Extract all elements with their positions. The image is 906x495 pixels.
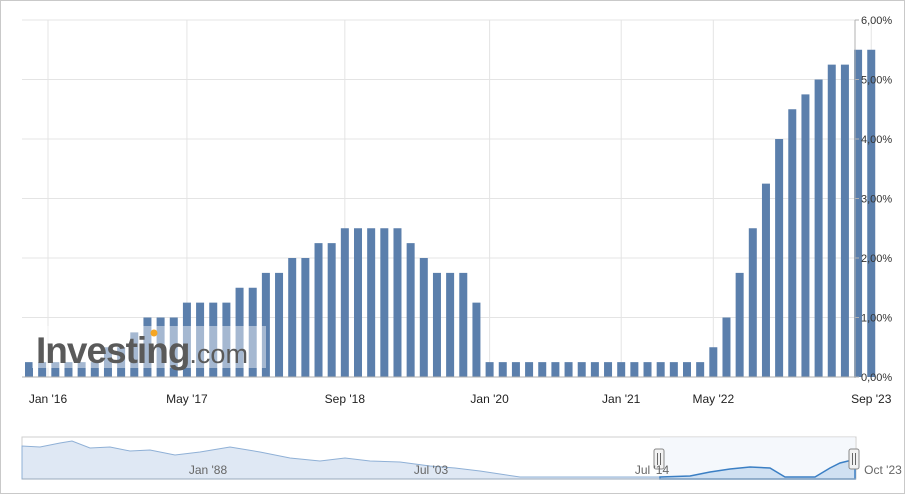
y-tick-label: 5,00%	[861, 75, 892, 87]
bar[interactable]	[209, 302, 218, 378]
bar[interactable]	[393, 228, 402, 377]
y-tick-label: 2,00%	[861, 253, 892, 265]
navigator-label-1: Jul '03	[414, 463, 449, 477]
bar[interactable]	[288, 258, 297, 377]
bar[interactable]	[511, 362, 520, 378]
x-tick-label: Jan '20	[470, 392, 509, 406]
logo-backdrop	[32, 326, 266, 368]
bar[interactable]	[90, 362, 99, 378]
x-tick-label: May '17	[166, 392, 208, 406]
x-tick-label: May '22	[692, 392, 734, 406]
bar[interactable]	[406, 243, 415, 378]
bar[interactable]	[182, 302, 191, 378]
bar[interactable]	[64, 362, 73, 378]
bar[interactable]	[840, 64, 849, 378]
bar[interactable]	[222, 302, 231, 378]
bar[interactable]	[643, 362, 652, 378]
bar[interactable]	[538, 362, 547, 378]
bar[interactable]	[459, 272, 468, 378]
navigator-label-2: Jul '14	[635, 463, 670, 477]
y-tick-label: 4,00%	[861, 134, 892, 146]
bar[interactable]	[248, 287, 257, 377]
bar[interactable]	[130, 332, 139, 378]
bar[interactable]	[354, 228, 362, 377]
bar[interactable]	[485, 362, 494, 378]
bar[interactable]	[472, 302, 481, 378]
time-navigator[interactable]: Jan '88 Jul '03 Jul '14 Oct '23	[21, 436, 902, 480]
bar[interactable]	[696, 362, 705, 378]
bar[interactable]	[630, 362, 639, 378]
bar[interactable]	[525, 362, 534, 378]
bar[interactable]	[801, 94, 810, 378]
y-tick-label: 6,00%	[861, 15, 892, 27]
bar[interactable]	[301, 258, 310, 377]
navigator-right-handle[interactable]	[848, 448, 860, 470]
x-tick-label: Jan '16	[29, 392, 68, 406]
navigator-left-handle[interactable]	[653, 448, 665, 470]
bar[interactable]	[617, 362, 626, 378]
bar[interactable]	[367, 228, 376, 377]
navigator-label-0: Jan '88	[189, 463, 228, 477]
x-tick-label: Sep '23	[851, 392, 892, 406]
bar[interactable]	[103, 347, 112, 377]
y-axis-ticks: 0,00% 1,00% 2,00% 3,00% 4,00% 5,00% 6,00%	[855, 15, 892, 384]
bar[interactable]	[669, 362, 678, 378]
navigator-history-area	[21, 440, 661, 480]
bar[interactable]	[735, 272, 744, 378]
y-tick-label: 3,00%	[861, 194, 892, 206]
bar[interactable]	[683, 362, 691, 378]
y-tick-label: 1,00%	[861, 313, 892, 325]
bar[interactable]	[117, 347, 126, 377]
bar[interactable]	[327, 243, 336, 378]
bar[interactable]	[709, 347, 718, 377]
bar[interactable]	[722, 317, 731, 378]
bar[interactable]	[432, 272, 441, 378]
bar[interactable]	[235, 287, 244, 377]
bar[interactable]	[761, 183, 770, 378]
bar[interactable]	[446, 272, 455, 378]
bar[interactable]	[196, 302, 205, 378]
navigator-label-3: Oct '23	[864, 463, 902, 477]
x-tick-label: Jan '21	[602, 392, 641, 406]
logo-text: Investing	[36, 330, 189, 371]
bar-series[interactable]	[25, 49, 876, 378]
x-tick-label: Sep '18	[325, 392, 366, 406]
bar[interactable]	[143, 317, 152, 378]
bar[interactable]	[275, 272, 284, 378]
bar[interactable]	[656, 362, 665, 378]
bar[interactable]	[867, 49, 876, 377]
bar[interactable]	[156, 317, 165, 378]
bar[interactable]	[577, 362, 586, 378]
bar[interactable]	[340, 228, 349, 377]
x-axis-ticks: Jan '16 May '17 Sep '18 Jan '20 Jan '21 May '…	[29, 392, 892, 406]
bar[interactable]	[380, 228, 389, 377]
logo-suffix: .com	[189, 339, 248, 369]
bar[interactable]	[38, 362, 47, 378]
bar[interactable]	[814, 79, 823, 378]
bar[interactable]	[590, 362, 599, 378]
bar[interactable]	[261, 272, 270, 378]
bar[interactable]	[775, 139, 784, 377]
bar[interactable]	[748, 228, 757, 377]
logo-dot-icon	[150, 329, 158, 337]
bar[interactable]	[25, 362, 33, 378]
bar[interactable]	[551, 362, 560, 378]
investing-logo: Investing.com	[32, 326, 266, 371]
y-tick-label: 0,00%	[861, 372, 892, 384]
bar[interactable]	[564, 362, 573, 378]
bar[interactable]	[169, 317, 178, 378]
bar[interactable]	[827, 64, 836, 378]
bar[interactable]	[419, 258, 428, 377]
bar[interactable]	[788, 109, 797, 377]
bar[interactable]	[51, 362, 60, 378]
bar[interactable]	[604, 362, 613, 378]
bar[interactable]	[498, 362, 507, 378]
bar[interactable]	[854, 49, 863, 377]
bar[interactable]	[77, 362, 86, 378]
bar[interactable]	[314, 243, 323, 378]
svg-text:Investing.com: Investing.com	[36, 330, 248, 371]
